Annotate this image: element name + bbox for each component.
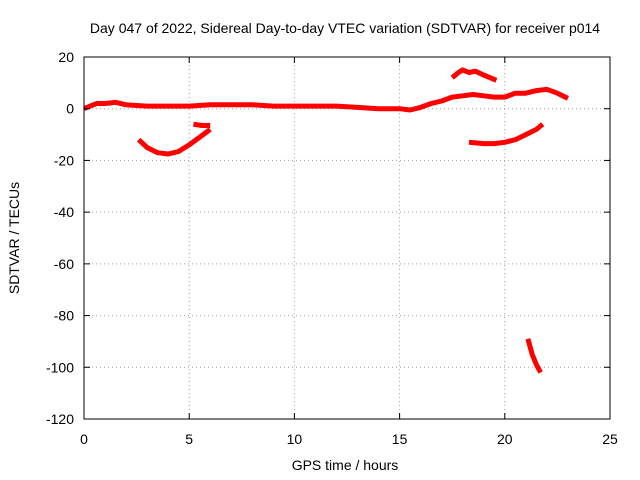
y-tick-label: 20 [58, 49, 74, 65]
y-tick-label: 0 [66, 101, 74, 117]
axis-ticks: 20 0 -20 -40 -60 -80 -100 -120 0 5 10 15 20 25 [46, 49, 618, 447]
grid-lines [84, 57, 610, 419]
series-track-drop [525, 338, 543, 374]
x-tick-label: 5 [185, 431, 193, 447]
series-track-lower-right [468, 122, 545, 147]
x-tick-label: 10 [287, 431, 303, 447]
data-series [83, 67, 570, 374]
y-axis-label: SDTVAR / TECUs [6, 182, 22, 294]
chart-title: Day 047 of 2022, Sidereal Day-to-day VTE… [90, 20, 600, 36]
series-track-short [193, 121, 211, 128]
x-axis-label: GPS time / hours [292, 457, 399, 473]
x-tick-label: 15 [392, 431, 408, 447]
series-track-upper [450, 67, 498, 83]
y-tick-label: -60 [54, 256, 74, 272]
series-track-main [83, 86, 570, 113]
x-tick-label: 20 [497, 431, 513, 447]
y-tick-label: -100 [46, 359, 74, 375]
series-track-dip [136, 127, 212, 157]
y-tick-label: -40 [54, 204, 74, 220]
y-tick-label: -20 [54, 152, 74, 168]
x-tick-label: 25 [602, 431, 618, 447]
plot-frame [83, 56, 611, 420]
x-tick-label: 0 [80, 431, 88, 447]
y-tick-label: -120 [46, 411, 74, 427]
y-tick-label: -80 [54, 308, 74, 324]
